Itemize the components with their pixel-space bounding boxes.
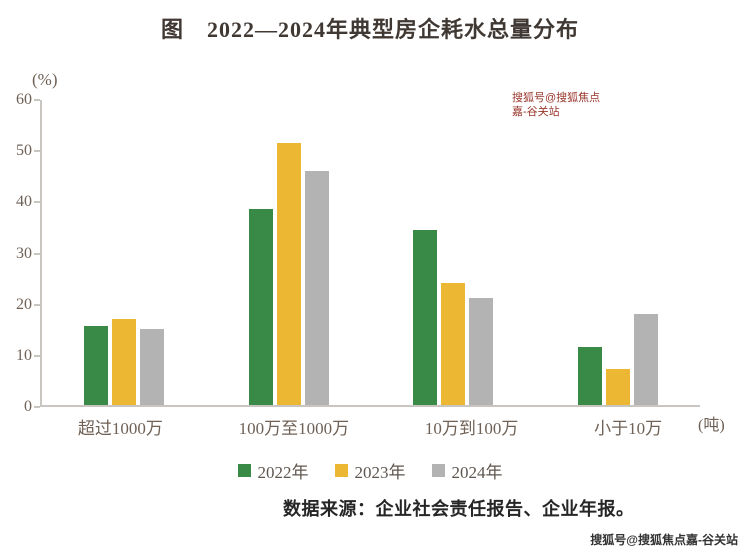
watermark-bottom: 搜狐号@搜狐焦点嘉-谷关站 — [590, 533, 738, 547]
legend-item: 2024年 — [431, 458, 503, 483]
bar-group — [248, 100, 329, 405]
y-tick-mark — [34, 354, 40, 357]
plot-area — [40, 100, 700, 407]
legend-swatch — [334, 464, 348, 477]
y-axis-unit: (%) — [32, 70, 58, 89]
chart-title: 图 2022—2024年典型房企耗水总量分布 — [160, 17, 579, 42]
legend-label: 2022年 — [257, 463, 309, 482]
legend-swatch — [431, 464, 445, 477]
x-axis-labels: 超过1000万 100万至1000万 10万到100万 小于10万 — [40, 414, 700, 439]
bar-2022年 — [84, 326, 109, 405]
x-category-label: 100万至1000万 — [238, 419, 350, 438]
bar-2022年 — [248, 209, 273, 405]
y-tick-mark — [34, 99, 40, 101]
bar-group — [413, 100, 494, 405]
bar-group — [84, 100, 165, 405]
legend-swatch — [237, 464, 251, 477]
legend: 2022年 2023年 2024年 — [0, 458, 740, 483]
bar-2024年 — [140, 328, 165, 405]
legend-item: 2023年 — [334, 458, 406, 483]
x-category-label: 小于10万 — [594, 419, 663, 438]
y-tick-label: 10 — [16, 346, 32, 364]
bar-2022年 — [413, 229, 438, 405]
bar-2024年 — [633, 313, 658, 405]
y-tick-label: 60 — [16, 91, 32, 108]
y-tick-mark — [34, 406, 40, 408]
y-tick-label: 0 — [24, 398, 32, 415]
bar-2024年 — [469, 298, 494, 405]
x-axis-unit: (吨) — [698, 417, 725, 434]
watermark-top: 搜狐号@搜狐焦点嘉-谷关站 — [512, 92, 601, 118]
y-tick-label: 20 — [16, 295, 32, 313]
bar-2023年 — [276, 143, 301, 405]
y-tick-label: 30 — [16, 244, 32, 262]
data-source-note: 数据来源：企业社会责任报告、企业年报。 — [283, 499, 635, 519]
bar-2024年 — [304, 171, 329, 405]
bar-2022年 — [577, 346, 602, 405]
bar-2023年 — [112, 318, 137, 405]
y-tick-label: 40 — [16, 193, 32, 211]
x-category-label: 超过1000万 — [77, 419, 163, 438]
legend-label: 2023年 — [354, 463, 406, 482]
bar-group — [577, 100, 658, 405]
x-category-label: 10万到100万 — [424, 419, 519, 438]
y-tick-mark — [34, 201, 40, 204]
y-tick-label: 50 — [16, 142, 32, 160]
y-tick-mark — [34, 252, 40, 255]
y-tick-mark — [34, 150, 40, 153]
y-tick-mark — [34, 303, 40, 306]
bar-2023年 — [605, 369, 630, 405]
y-axis: 0 10 20 30 40 50 60 — [0, 91, 40, 415]
legend-label: 2024年 — [451, 463, 503, 482]
legend-item: 2022年 — [237, 458, 309, 483]
bar-2023年 — [441, 283, 466, 405]
